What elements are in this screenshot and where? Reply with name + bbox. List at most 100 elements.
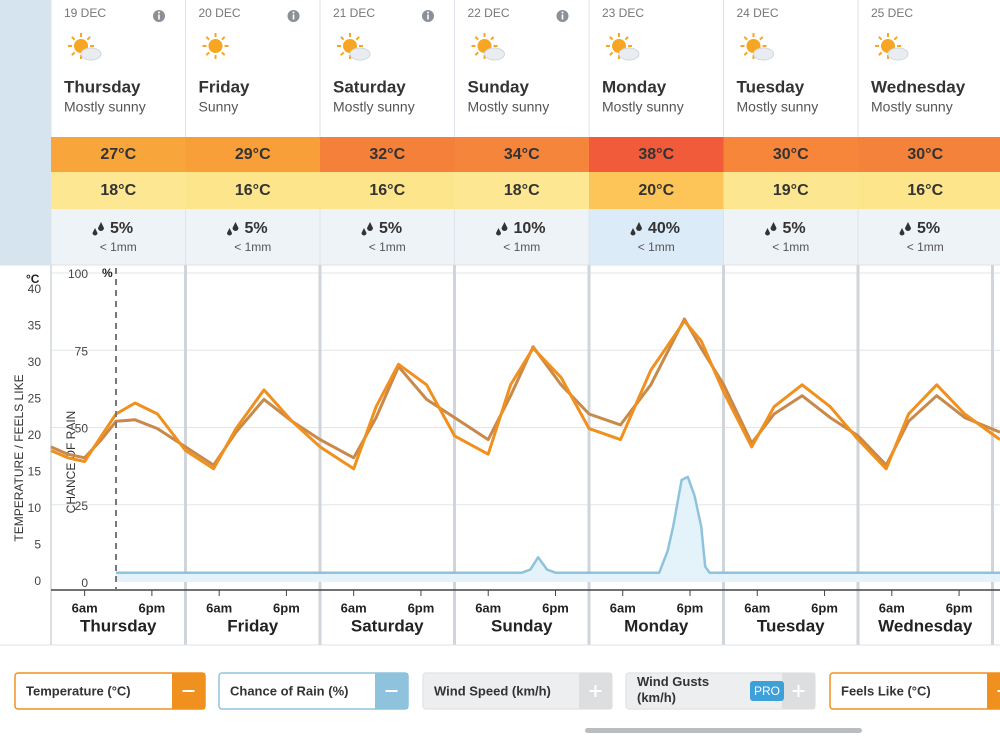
y-tick-label: 25: [28, 392, 42, 406]
rain-cell: [858, 209, 993, 265]
high-cell: [723, 137, 858, 172]
rain-amount: < 1mm: [234, 240, 271, 254]
legend-label: Wind Gusts (km/h): [637, 674, 709, 705]
y2-tick-label: 0: [81, 576, 88, 590]
low-cell: [589, 172, 724, 209]
cloud: [887, 47, 909, 61]
y-tick-label: 10: [28, 501, 42, 515]
sun-ray: [221, 36, 226, 41]
sun-ray: [205, 36, 210, 41]
sun-ray: [609, 36, 614, 41]
x-tick-label: 6pm: [542, 600, 569, 615]
x-tick-label: 6am: [72, 600, 98, 615]
x-day-label: Wednesday: [878, 616, 973, 635]
sun-ray: [474, 51, 479, 56]
x-tick-label: 6am: [475, 600, 501, 615]
rain-cell: [454, 209, 589, 265]
sun-ray: [743, 36, 748, 41]
day-name: Sunday: [468, 77, 530, 96]
date: 23 DEC: [602, 6, 644, 20]
y-tick-label: 30: [28, 355, 42, 369]
button-box[interactable]: [829, 672, 1000, 710]
day-name: Thursday: [64, 77, 141, 96]
sun-ray: [71, 36, 76, 41]
rain-amount: < 1mm: [907, 240, 944, 254]
date: 24 DEC: [737, 6, 779, 20]
legend-button[interactable]: Feels Like (°C): [829, 672, 1000, 710]
sun-ray: [474, 36, 479, 41]
y-tick-label: 35: [28, 318, 42, 332]
rain-amount: < 1mm: [638, 240, 675, 254]
condition: Mostly sunny: [333, 99, 415, 115]
sun-ray: [340, 51, 345, 56]
x-day-label: Sunday: [491, 616, 553, 635]
sun-ray: [355, 36, 360, 41]
condition: Mostly sunny: [737, 99, 819, 115]
cloud: [618, 47, 640, 61]
series-line: [116, 475, 1000, 574]
rain-chance: 5%: [917, 220, 940, 237]
legend-label: Chance of Rain (%): [230, 683, 348, 698]
day-name: Tuesday: [737, 77, 805, 96]
rain-drops: [899, 222, 911, 236]
y2-tick-label: 100: [68, 267, 88, 281]
series-line: [50, 319, 1000, 471]
toggle[interactable]: [987, 673, 1000, 709]
y-tick-label: 15: [28, 465, 42, 479]
legend-label: Temperature (°C): [26, 683, 131, 698]
day-name: Monday: [602, 77, 667, 96]
sun-ray: [71, 51, 76, 56]
rain-cell: [185, 209, 320, 265]
low-temp: 19°C: [773, 182, 809, 199]
date: 22 DEC: [468, 6, 510, 20]
x-tick-label: 6pm: [946, 600, 973, 615]
info-icon-dot: [427, 11, 429, 14]
high-cell: [858, 137, 993, 172]
low-cell: [185, 172, 320, 209]
sun-ray: [86, 36, 91, 41]
sun-ray: [743, 51, 748, 56]
legend-button[interactable]: Wind Gusts (km/h) PRO: [625, 672, 816, 710]
rain-cell: [992, 209, 1000, 265]
high-temp: 34°C: [504, 146, 540, 163]
rain-drops: [765, 222, 777, 236]
rain-drops: [361, 222, 373, 236]
sun-ray: [490, 36, 495, 41]
y-tick-label: 40: [28, 282, 42, 296]
sun-ray: [759, 36, 764, 41]
y2-tick-label: 50: [75, 422, 89, 436]
low-temp: 16°C: [369, 182, 405, 199]
sun-ray: [205, 51, 210, 56]
info-icon-dot: [158, 11, 160, 14]
day-name: Saturday: [333, 77, 406, 96]
legend-button[interactable]: Temperature (°C): [14, 672, 206, 710]
x-tick-label: 6am: [879, 600, 905, 615]
low-cell: [858, 172, 993, 209]
sun-ray: [878, 36, 883, 41]
pro-badge: [750, 681, 784, 701]
cloud: [349, 47, 371, 61]
rain-drops: [227, 222, 239, 236]
day-name: Wednesday: [871, 77, 966, 96]
date: 19 DEC: [64, 6, 106, 20]
condition: Sunny: [199, 99, 239, 115]
info-icon-dot: [292, 11, 295, 14]
y-tick-label: 5: [34, 538, 41, 552]
high-temp: 38°C: [638, 146, 674, 163]
y2-unit: %: [102, 266, 113, 280]
high-temp: 30°C: [907, 146, 943, 163]
sun-ray: [878, 51, 883, 56]
cloud: [484, 47, 505, 61]
sun-ray: [893, 36, 898, 41]
cloud: [80, 47, 102, 61]
cloud: [753, 47, 774, 61]
low-cell: [992, 172, 1000, 209]
condition: Mostly sunny: [64, 99, 146, 115]
condition: Mostly sunny: [602, 99, 684, 115]
legend-button[interactable]: Chance of Rain (%): [218, 672, 409, 710]
low-temp: 16°C: [907, 182, 943, 199]
x-tick-label: 6pm: [677, 600, 704, 615]
low-temp: 18°C: [504, 182, 540, 199]
rain-drops: [630, 222, 642, 236]
legend-button[interactable]: Wind Speed (km/h): [422, 672, 613, 710]
